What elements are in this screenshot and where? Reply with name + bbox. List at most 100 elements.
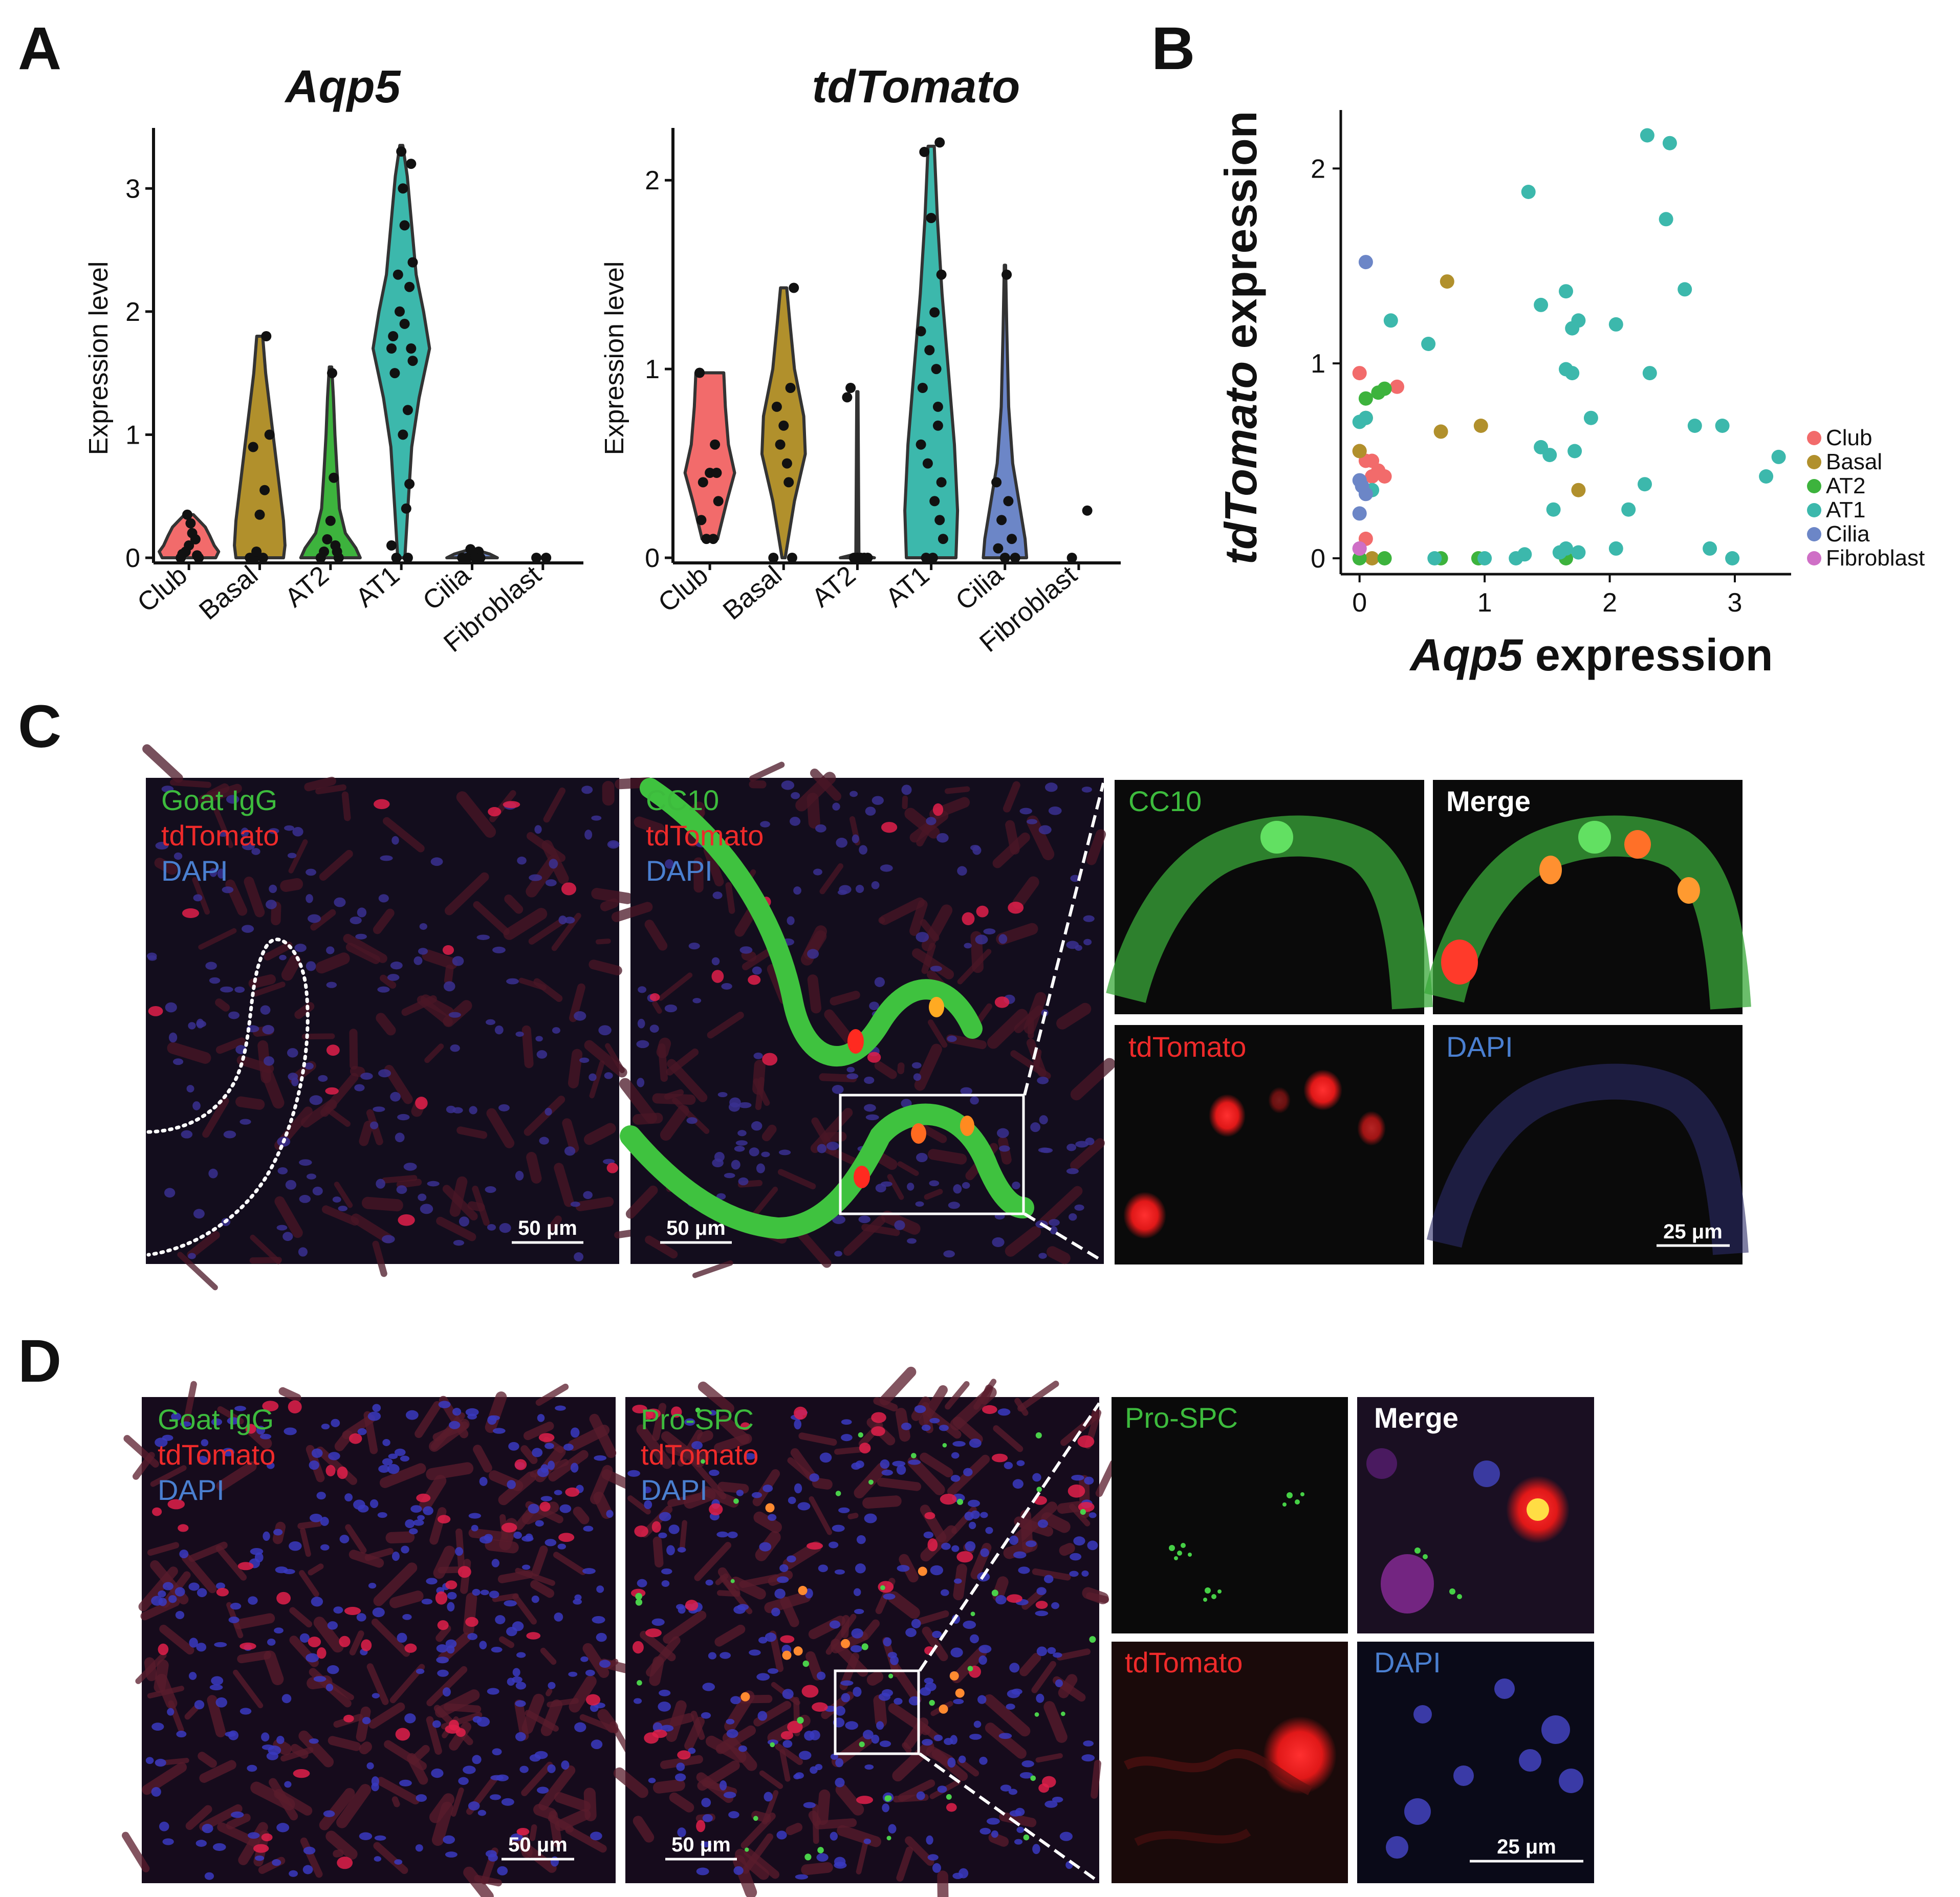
panel-d-micrographs: Goat IgG tdTomato DAPI 50 μm Pro-SPC tdT… bbox=[122, 1366, 1594, 1897]
y-tick-label: 3 bbox=[125, 174, 140, 204]
data-point bbox=[862, 553, 873, 563]
scatter-point bbox=[1640, 128, 1654, 143]
scatter-point bbox=[1390, 379, 1404, 394]
scatter-point bbox=[1377, 469, 1392, 484]
legend-swatch bbox=[1807, 551, 1821, 565]
micrograph-d-middle: Pro-SPC tdTomato DAPI 50 μm bbox=[613, 1366, 1118, 1897]
data-point bbox=[938, 534, 948, 544]
data-point bbox=[254, 509, 265, 520]
scatter-point bbox=[1571, 483, 1586, 497]
data-point bbox=[924, 345, 935, 356]
chart-title: tdTomato bbox=[812, 61, 1020, 113]
data-point bbox=[787, 553, 797, 563]
data-point bbox=[931, 364, 942, 375]
data-point bbox=[259, 485, 270, 495]
scatter-point bbox=[1377, 551, 1392, 565]
data-point bbox=[845, 383, 856, 393]
zoom-d-tdtomato: tdTomato bbox=[1112, 1642, 1348, 1883]
x-tick-label: Club bbox=[132, 560, 193, 618]
legend-entry: AT1 bbox=[1826, 497, 1865, 522]
data-point bbox=[698, 477, 708, 488]
x-axis-label-italic: Aqp5 bbox=[1409, 629, 1523, 680]
stain-label-tdtomato: tdTomato bbox=[161, 819, 279, 852]
scatter-point bbox=[1559, 284, 1573, 299]
stain-label-cc10: CC10 bbox=[646, 784, 719, 816]
x-axis-label-rest: expression bbox=[1522, 629, 1773, 680]
panel-letter-b: B bbox=[1151, 15, 1195, 82]
scatter-point bbox=[1559, 541, 1573, 556]
micrograph-c-middle: CC10 tdTomato DAPI 50 μm bbox=[611, 761, 1116, 1278]
panel-letter-d: D bbox=[18, 1327, 61, 1395]
scatter-point bbox=[1546, 502, 1561, 517]
x-tick-label: AT1 bbox=[350, 560, 405, 613]
scatter-point bbox=[1567, 444, 1582, 459]
violin-marks bbox=[158, 144, 552, 563]
data-point bbox=[531, 553, 542, 563]
scatter-marks bbox=[1352, 128, 1786, 565]
data-point bbox=[1082, 505, 1093, 516]
scale-bar-label: 50 μm bbox=[666, 1217, 726, 1239]
data-point bbox=[916, 326, 926, 337]
legend-entry: Fibroblast bbox=[1826, 546, 1925, 571]
data-point bbox=[327, 368, 337, 379]
zoom-label-dapi: DAPI bbox=[1446, 1031, 1513, 1063]
data-point bbox=[465, 544, 476, 555]
data-point bbox=[929, 307, 940, 318]
data-point bbox=[389, 368, 400, 379]
violin-chart-aqp5: Aqp5 Expression level Club Basal AT2 AT1 Cil… bbox=[84, 61, 583, 658]
micrograph-d-left: Goat IgG tdTomato DAPI 50 μm bbox=[122, 1381, 635, 1897]
data-point bbox=[710, 439, 721, 450]
scatter-point bbox=[1571, 545, 1586, 560]
data-point bbox=[193, 553, 204, 563]
data-point bbox=[991, 477, 1002, 488]
scatter-point bbox=[1659, 212, 1673, 227]
zoom-label-tdtomato: tdTomato bbox=[1125, 1646, 1243, 1678]
data-point bbox=[771, 401, 782, 412]
data-point bbox=[332, 547, 342, 557]
scatter-point bbox=[1759, 469, 1774, 484]
data-point bbox=[391, 553, 402, 563]
data-point bbox=[399, 318, 410, 329]
y-tick-label: 1 bbox=[645, 355, 660, 384]
data-point bbox=[398, 429, 408, 440]
stain-label-tdtomato: tdTomato bbox=[646, 819, 764, 852]
data-point bbox=[176, 553, 186, 563]
stain-label-tdtomato: tdTomato bbox=[158, 1438, 275, 1471]
data-point bbox=[407, 257, 418, 268]
stain-label-dapi: DAPI bbox=[646, 855, 713, 887]
stain-label-goat-igg: Goat IgG bbox=[158, 1403, 274, 1435]
data-point bbox=[541, 553, 552, 563]
data-point bbox=[401, 503, 411, 514]
data-point bbox=[399, 220, 410, 231]
scatter-point bbox=[1565, 321, 1580, 336]
data-point bbox=[190, 534, 201, 544]
legend-entry: AT2 bbox=[1826, 473, 1865, 498]
x-tick-label: AT2 bbox=[279, 560, 334, 613]
data-point bbox=[848, 553, 859, 563]
data-point bbox=[996, 515, 1007, 526]
x-tick-label: AT1 bbox=[880, 560, 935, 613]
data-point bbox=[694, 367, 705, 378]
scatter-point bbox=[1521, 185, 1536, 199]
y-tick-label: 0 bbox=[645, 543, 660, 573]
scatter-point bbox=[1365, 469, 1380, 484]
scatter-point bbox=[1583, 410, 1598, 425]
x-tick-label: AT2 bbox=[807, 560, 861, 613]
zoom-label-merge: Merge bbox=[1446, 785, 1531, 817]
data-point bbox=[999, 553, 1010, 563]
scatter-point bbox=[1715, 419, 1730, 433]
data-point bbox=[396, 146, 407, 157]
panel-letter-a: A bbox=[18, 15, 61, 82]
data-point bbox=[251, 547, 262, 557]
data-point bbox=[708, 534, 718, 544]
data-point bbox=[407, 356, 418, 366]
zoom-label-dapi: DAPI bbox=[1374, 1646, 1441, 1678]
data-point bbox=[919, 146, 930, 157]
data-point bbox=[402, 405, 413, 416]
stain-label-dapi: DAPI bbox=[161, 855, 228, 887]
axes: 0 1 2 3 0 1 2 bbox=[1311, 110, 1791, 618]
scatter-point bbox=[1771, 449, 1786, 464]
data-point bbox=[1003, 496, 1014, 507]
